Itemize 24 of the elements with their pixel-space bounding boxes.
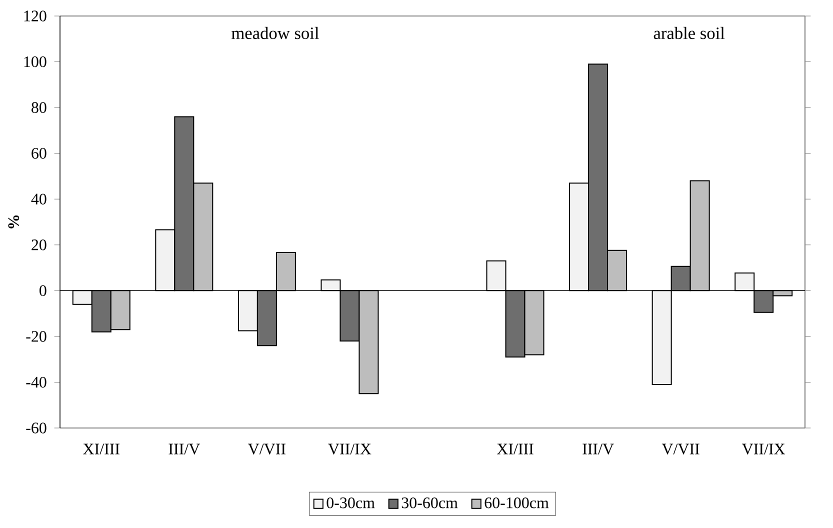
y-axis-title: % xyxy=(8,216,20,228)
legend-label: 0-30cm xyxy=(326,497,375,508)
y-tick-label: 100 xyxy=(24,56,46,68)
x-tick-label: VII/IX xyxy=(328,444,372,455)
y-tick-label: -60 xyxy=(26,422,46,434)
y-tick-label: 60 xyxy=(32,148,46,159)
y-tick-label: -40 xyxy=(26,376,46,388)
x-tick-label: VII/IX xyxy=(742,444,786,455)
y-tick-label: 40 xyxy=(31,194,46,204)
y-tick-label: 80 xyxy=(32,102,46,113)
y-tick-label: 120 xyxy=(24,10,46,22)
x-tick-label: XI/III xyxy=(496,444,534,454)
y-tick-label: -20 xyxy=(26,331,46,342)
x-tick-label: V/VII xyxy=(248,444,286,455)
x-tick-label: XI/III xyxy=(83,444,120,454)
x-tick-label: III/V xyxy=(582,444,614,455)
annotation: arable soil xyxy=(654,26,725,40)
y-tick-label: 20 xyxy=(32,239,46,250)
legend-label: 30-60cm xyxy=(402,497,458,508)
y-tick-label: 0 xyxy=(40,285,46,296)
annotation: meadow soil xyxy=(232,26,319,40)
x-tick-label: V/VII xyxy=(662,444,700,455)
x-tick-label: III/V xyxy=(168,444,200,455)
legend-label: 60-100cm xyxy=(484,497,549,508)
